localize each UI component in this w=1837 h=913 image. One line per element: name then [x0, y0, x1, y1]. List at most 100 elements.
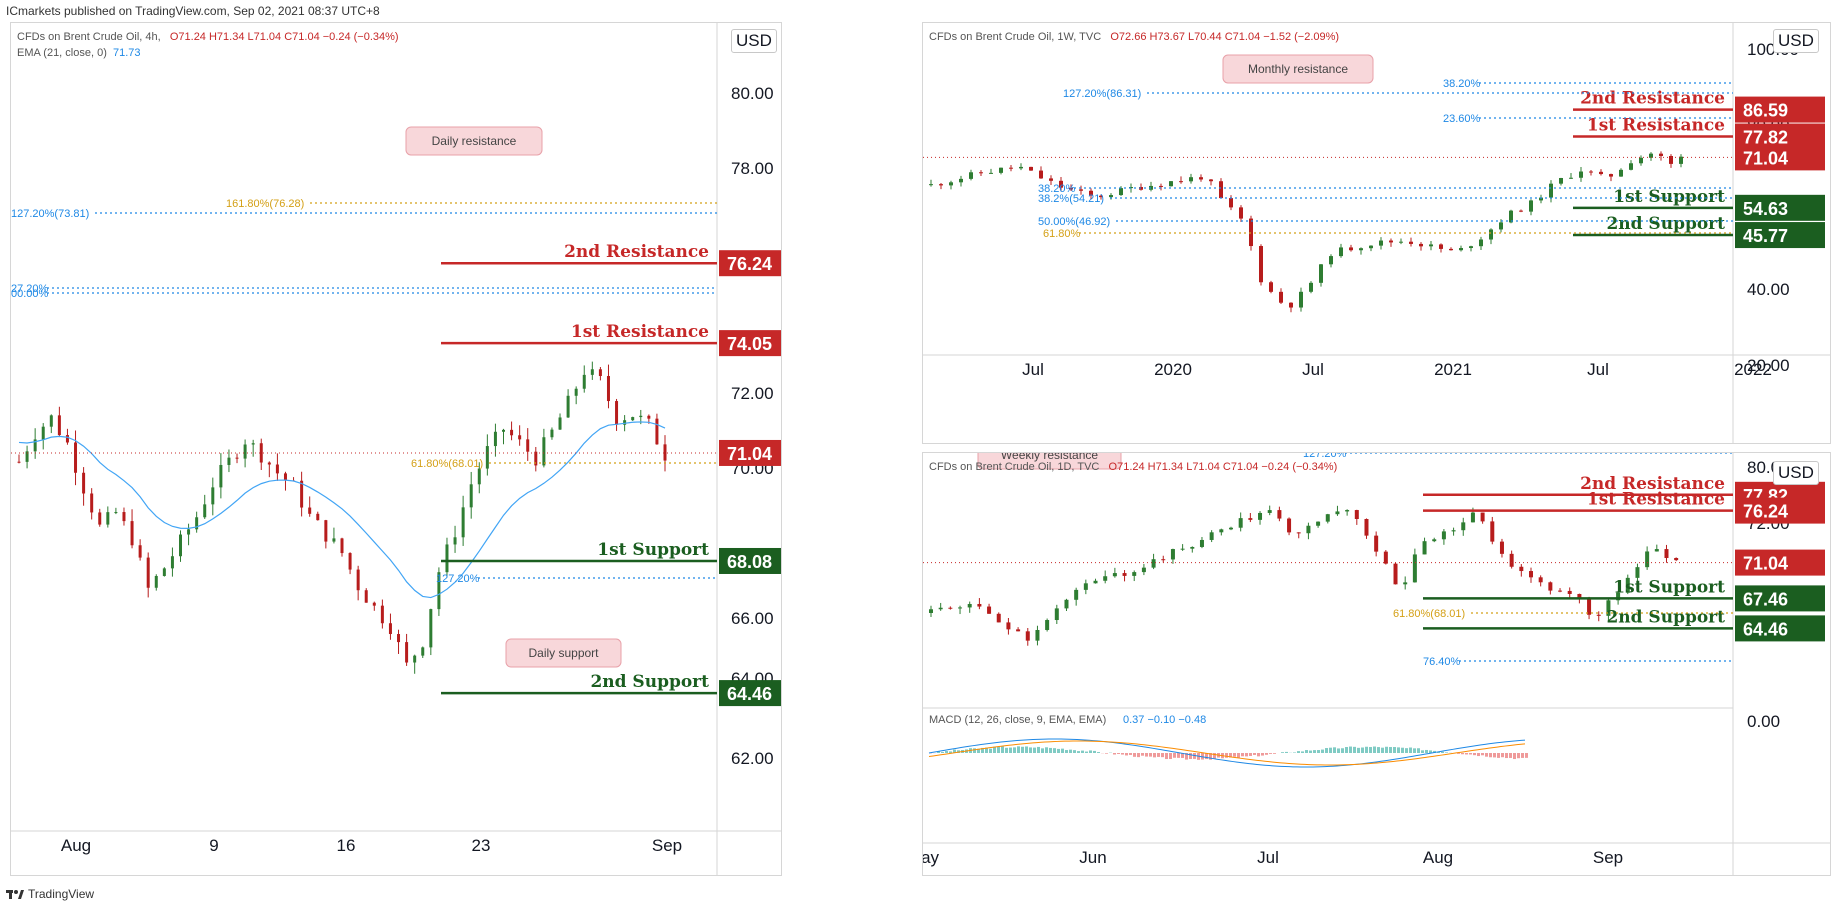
- macd-histogram-bar: [1149, 753, 1152, 757]
- macd-histogram-bar: [1145, 753, 1148, 757]
- macd-histogram-bar: [1305, 750, 1308, 753]
- macd-histogram-bar: [1497, 753, 1500, 758]
- candle-body: [267, 462, 271, 465]
- time-tick-label: Aug: [1423, 848, 1453, 867]
- candle-body: [1132, 572, 1137, 576]
- candle-body: [469, 484, 473, 508]
- macd-histogram-bar: [1381, 747, 1384, 753]
- time-tick-label: 2020: [1154, 360, 1192, 379]
- macd-histogram-bar: [1053, 748, 1056, 753]
- level-price-tag: [1735, 585, 1825, 612]
- macd-histogram-bar: [1521, 753, 1524, 758]
- candle-body: [606, 376, 610, 402]
- candle-body: [1169, 181, 1173, 187]
- current-price-label: 71.04: [1743, 554, 1788, 574]
- macd-histogram-bar: [1073, 750, 1076, 753]
- candle-body: [380, 605, 384, 624]
- candle-body: [493, 431, 497, 447]
- candle-body: [1403, 582, 1408, 585]
- chart-panel-1w[interactable]: 100.0080.0060.0040.0020.00Jul2020Jul2021…: [922, 22, 1831, 444]
- macd-histogram-bar: [1057, 748, 1060, 753]
- candle-body: [1469, 246, 1473, 248]
- macd-histogram-bar: [1049, 747, 1052, 753]
- fib-label: 61.80%: [1043, 228, 1081, 240]
- candle-body: [1190, 546, 1195, 549]
- candle-body: [364, 590, 368, 603]
- candle-body: [1277, 510, 1282, 519]
- candle-body: [1039, 170, 1043, 179]
- candle-body: [445, 544, 449, 573]
- candle-body: [1519, 566, 1524, 572]
- candle-body: [372, 602, 376, 606]
- macd-histogram-bar: [1257, 753, 1260, 757]
- candle-body: [453, 537, 457, 545]
- candle-body: [324, 520, 328, 542]
- macd-histogram-bar: [1273, 753, 1276, 754]
- time-tick-label: Jul: [1587, 360, 1609, 379]
- candle-body: [1229, 527, 1233, 530]
- candle-body: [1529, 571, 1533, 578]
- macd-histogram-bar: [981, 747, 984, 753]
- candle-body: [1619, 169, 1623, 177]
- macd-histogram-bar: [1461, 753, 1464, 755]
- candle-body: [1359, 248, 1363, 251]
- price-tick-label: 20.00: [1747, 356, 1790, 375]
- candle-body: [1539, 197, 1543, 201]
- candle-body: [211, 487, 215, 505]
- candle-body: [1122, 573, 1127, 576]
- chart-panel-4h[interactable]: 80.00 78.00 72.00 70.00 66.00 64.00 62.00 Aug 9 1…: [10, 22, 782, 876]
- currency-button-1w[interactable]: USD: [1773, 29, 1819, 53]
- macd-histogram-bar: [1477, 753, 1480, 757]
- candle-body: [1161, 559, 1166, 561]
- candle-body: [1432, 539, 1437, 542]
- candle-body: [57, 415, 61, 436]
- macd-histogram-bar: [1165, 753, 1168, 760]
- macd-histogram-bar: [1465, 753, 1468, 755]
- tradingview-logo-icon: [6, 890, 24, 899]
- legend-4h: CFDs on Brent Crude Oil, 4h, O71.24 H71.…: [17, 29, 399, 61]
- level-label: 1st Support: [597, 540, 709, 560]
- candle-body: [647, 415, 651, 419]
- candle-body: [939, 184, 943, 186]
- candle-body: [1558, 590, 1563, 592]
- macd-histogram-bar: [1241, 753, 1244, 757]
- macd-histogram-bar: [1505, 753, 1508, 759]
- candle-body: [1548, 582, 1553, 591]
- candle-body: [1249, 218, 1253, 247]
- macd-histogram-bar: [1361, 747, 1364, 753]
- macd-histogram-bar: [1245, 753, 1248, 757]
- candle-body: [122, 512, 126, 522]
- candle-body: [1509, 553, 1514, 567]
- candle-body: [1489, 229, 1493, 240]
- candle-body: [1409, 241, 1413, 244]
- level-price-tag: [1735, 123, 1825, 150]
- candle-body: [1325, 514, 1330, 522]
- candle-body: [1248, 518, 1253, 520]
- candle-body: [1083, 583, 1088, 590]
- macd-histogram-bar: [1281, 752, 1284, 753]
- ohlc-4h: O71.24 H71.34 L71.04 C71.04 −0.24 (−0.34…: [169, 31, 399, 43]
- chart-1w-canvas[interactable]: 100.0080.0060.0040.0020.00Jul2020Jul2021…: [923, 23, 1830, 443]
- candle-body: [1335, 511, 1340, 515]
- candle-body: [639, 415, 643, 418]
- macd-histogram-bar: [1285, 751, 1288, 753]
- macd-histogram-bar: [973, 748, 976, 753]
- macd-histogram-bar: [1317, 750, 1320, 753]
- candle-body: [1309, 282, 1313, 292]
- currency-button-4h[interactable]: USD: [731, 29, 777, 53]
- level-label: 2nd Support: [590, 672, 709, 692]
- candle-body: [25, 451, 29, 462]
- macd-histogram-bar: [1077, 751, 1080, 753]
- currency-button-1d[interactable]: USD: [1773, 461, 1819, 485]
- macd-histogram-bar: [1433, 750, 1436, 753]
- macd-histogram-bar: [1421, 750, 1424, 753]
- level-label: 1st Resistance: [1587, 490, 1725, 510]
- macd-histogram-bar: [1229, 753, 1232, 758]
- macd-histogram-bar: [1065, 750, 1068, 753]
- symbol-1w: CFDs on Brent Crude Oil, 1W, TVC: [929, 31, 1102, 43]
- candle-body: [1659, 153, 1663, 157]
- candle-body: [1422, 541, 1427, 555]
